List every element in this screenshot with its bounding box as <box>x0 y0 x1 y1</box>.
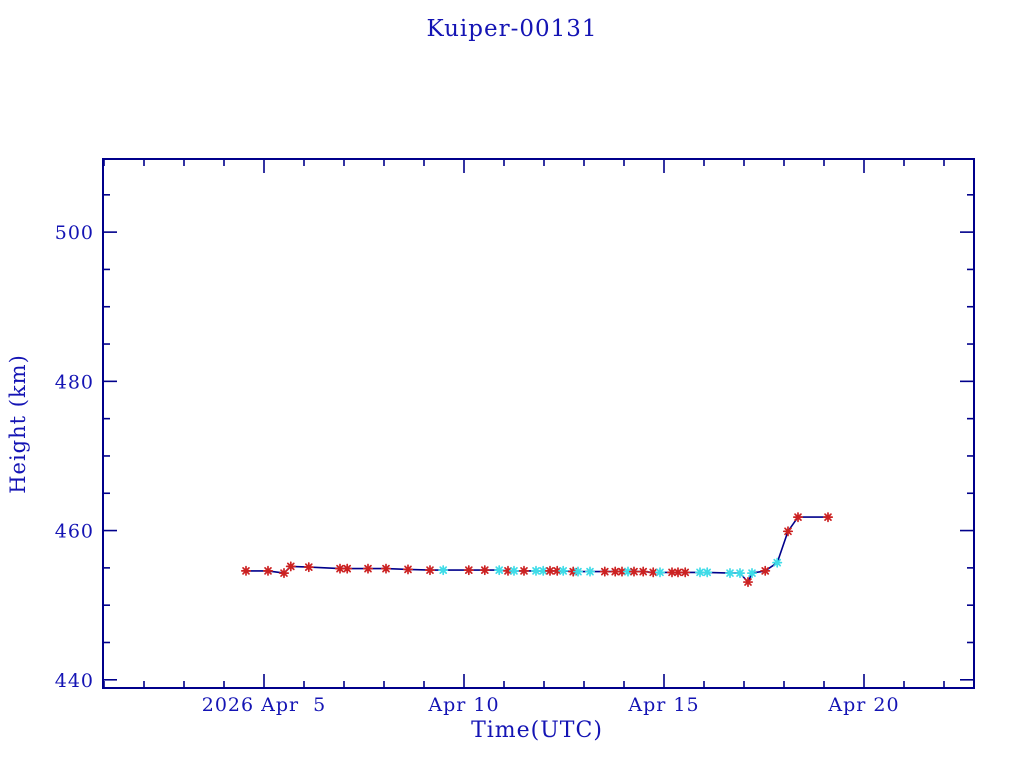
data-point-marker-red <box>628 566 640 577</box>
data-point-marker-cyan <box>746 568 758 579</box>
data-point-marker-cyan <box>538 565 549 576</box>
plot-border <box>102 158 975 689</box>
data-point-marker-red <box>518 565 530 576</box>
data-point-marker-red <box>380 563 392 574</box>
data-point-marker-red <box>616 566 628 577</box>
data-point-marker-red <box>822 512 834 523</box>
data-point-marker-red <box>262 565 274 576</box>
data-point-marker-red <box>638 566 649 577</box>
x-tick-label: 2026 Apr 5 <box>202 694 327 716</box>
data-point-marker-red <box>334 563 346 574</box>
data-point-marker-cyan <box>772 557 783 568</box>
y-tick-label: 480 <box>55 371 94 393</box>
data-point-marker-red <box>742 577 754 588</box>
data-point-marker-red <box>680 567 691 578</box>
data-point-marker-cyan <box>584 566 596 577</box>
data-point-marker-red <box>599 566 610 577</box>
data-point-marker-red <box>479 565 490 576</box>
chart-title: Kuiper-00131 <box>426 16 598 42</box>
data-point-marker-cyan <box>530 565 542 576</box>
data-point-marker-red <box>502 565 514 576</box>
y-tick-label: 460 <box>55 521 94 543</box>
y-tick-label: 440 <box>55 670 94 692</box>
data-point-marker-red <box>648 567 659 578</box>
data-point-marker-red <box>424 565 436 576</box>
data-point-marker-red <box>672 567 684 578</box>
y-axis-title: Height (km) <box>6 354 30 494</box>
data-point-marker-cyan <box>572 566 584 577</box>
data-point-marker-red <box>278 568 290 579</box>
data-point-marker-red <box>402 564 414 575</box>
x-tick-label: Apr 15 <box>627 694 699 716</box>
data-point-marker-cyan <box>734 568 746 579</box>
data-point-marker-red <box>240 565 252 576</box>
data-point-marker-red <box>362 563 374 574</box>
data-point-marker-cyan <box>654 567 666 578</box>
x-tick-label: Apr 10 <box>427 694 499 716</box>
data-point-marker-cyan <box>622 566 634 577</box>
data-point-marker-red <box>303 562 314 573</box>
data-point-marker-red <box>792 512 804 523</box>
data-point-marker-red <box>544 565 556 576</box>
y-tick-label: 500 <box>55 222 94 244</box>
data-point-marker-cyan <box>724 568 736 579</box>
x-tick-label: Apr 20 <box>827 694 899 716</box>
data-point-marker-red <box>760 565 771 576</box>
data-point-marker-red <box>666 567 678 578</box>
data-point-marker-cyan <box>694 567 706 578</box>
data-point-marker-red <box>552 565 563 576</box>
data-point-marker-red <box>342 563 353 574</box>
data-point-marker-red <box>782 526 794 537</box>
data-point-marker-cyan <box>508 565 520 576</box>
data-point-marker-cyan <box>702 567 713 578</box>
data-point-marker-cyan <box>438 565 449 576</box>
data-point-marker-red <box>285 561 296 572</box>
data-point-marker-cyan <box>558 565 569 576</box>
data-point-marker-red <box>463 565 474 576</box>
x-axis-title: Time(UTC) <box>471 718 603 743</box>
data-point-marker-cyan <box>494 565 505 576</box>
data-point-marker-red <box>610 566 621 577</box>
